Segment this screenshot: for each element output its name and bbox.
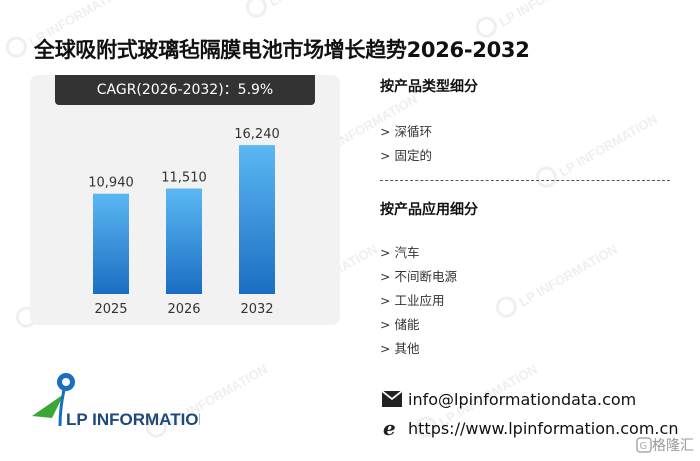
data-label-2025: 10,940 — [88, 176, 134, 191]
corner-text: 格隆汇 — [652, 438, 694, 454]
watermark-text: LP INFORMATION — [497, 0, 600, 30]
segment-item: > 不间断电源 — [380, 269, 457, 284]
segment-item: > 其他 — [380, 341, 420, 356]
svg-text:G: G — [640, 441, 648, 452]
bar-chart: 10,940 2025 11,510 2026 16,240 2032 — [88, 127, 280, 317]
x-tick-label-2026: 2026 — [167, 302, 200, 317]
data-label-2026: 11,510 — [161, 170, 207, 185]
segment-item: > 汽车 — [380, 245, 420, 260]
email-contact: info@lpinformationdata.com — [382, 389, 636, 409]
watermark-text: LP INFORMATION — [267, 0, 370, 10]
email-link[interactable]: info@lpinformationdata.com — [408, 389, 637, 409]
bar-2032 — [239, 145, 275, 294]
page-title: 全球吸附式玻璃毡隔膜电池市场增长趋势2026-2032 — [34, 38, 530, 62]
website-contact: e https://www.lpinformation.com.cn — [382, 418, 678, 438]
type-segment-list: > 深循环 > 固定的 — [380, 120, 680, 168]
data-label-2032: 16,240 — [234, 127, 280, 142]
segment-item: > 深循环 — [380, 124, 432, 139]
envelope-icon — [382, 389, 402, 409]
website-link[interactable]: https://www.lpinformation.com.cn — [408, 418, 679, 438]
type-segment-title: 按产品类型细分 — [380, 79, 478, 95]
segment-item: > 工业应用 — [380, 293, 445, 308]
corner-logo-icon: G — [636, 437, 652, 453]
segment-item: > 固定的 — [380, 148, 432, 163]
lp-logo: LP INFORMATION — [30, 368, 211, 432]
logo-text: LP INFORMATION — [66, 410, 200, 428]
cagr-badge: CAGR(2026-2032)：5.9% — [55, 75, 315, 105]
corner-watermark: G 格隆汇 — [636, 435, 694, 455]
section-divider — [380, 180, 670, 181]
bar-2026 — [166, 188, 202, 294]
ie-browser-icon: e — [382, 418, 402, 438]
svg-text:e: e — [383, 418, 396, 438]
lp-logo-icon: LP INFORMATION — [32, 373, 211, 429]
application-segment-column: 按产品应用细分 > 汽车 > 不间断电源 > 工业应用 > 储能 > 其他 — [380, 199, 680, 361]
bar-2025 — [93, 193, 129, 294]
watermark-mark: LP INFORMATION — [245, 0, 370, 18]
segment-column: 按产品类型细分 > 深循环 > 固定的 — [380, 76, 680, 168]
x-tick-label-2032: 2032 — [240, 302, 273, 317]
application-segment-list: > 汽车 > 不间断电源 > 工业应用 > 储能 > 其他 — [380, 241, 680, 361]
application-segment-title: 按产品应用细分 — [380, 202, 478, 218]
x-tick-label-2025: 2025 — [94, 302, 127, 317]
segment-item: > 储能 — [380, 317, 420, 332]
